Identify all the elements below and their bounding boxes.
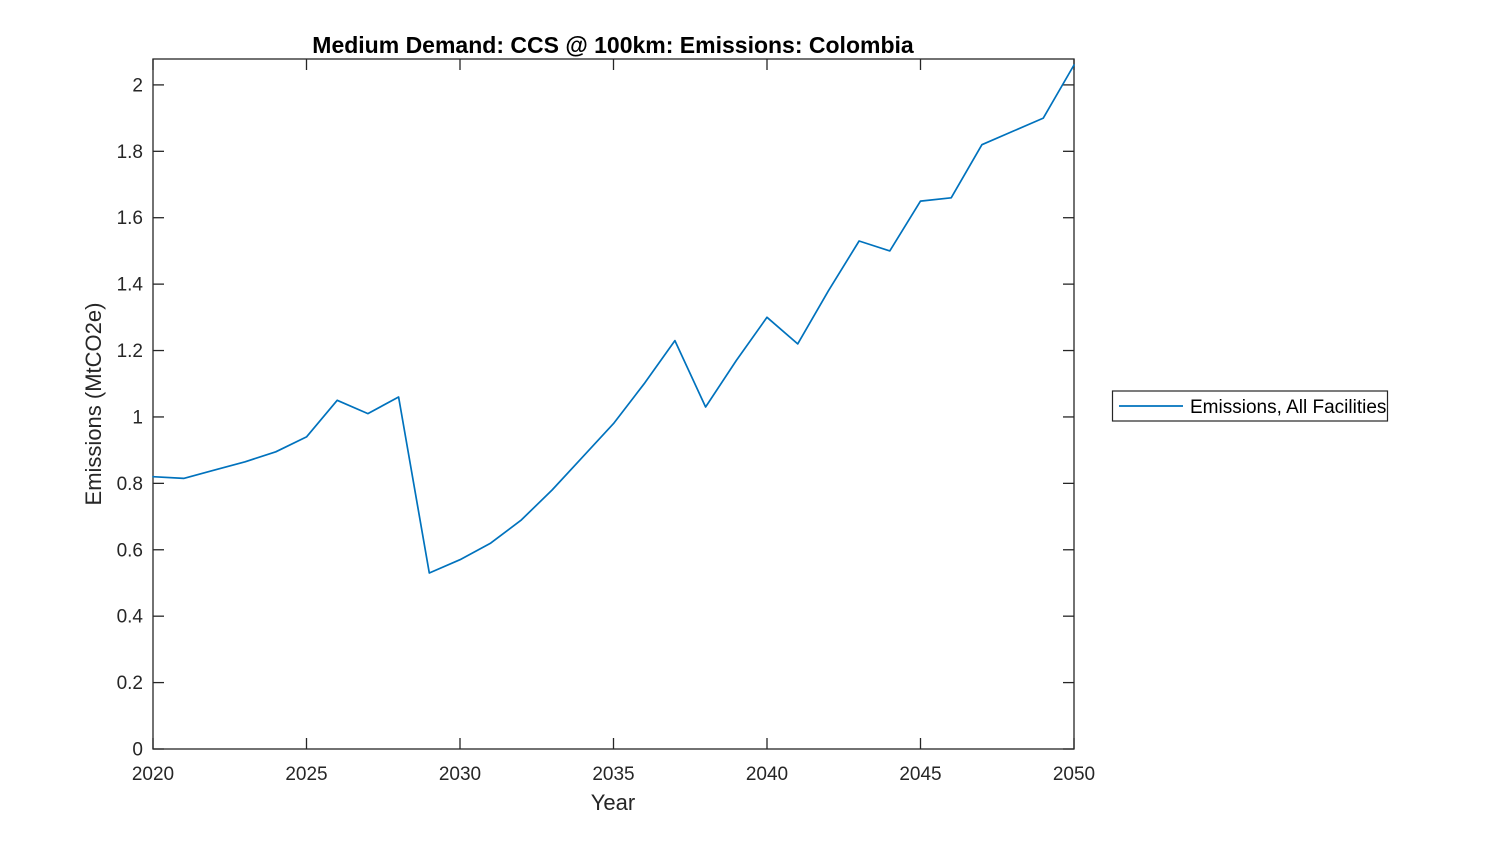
y-tick-label: 1.4	[117, 275, 144, 296]
y-tick-label: 1.8	[117, 142, 143, 163]
x-tick-label: 2040	[746, 764, 788, 785]
y-tick-label: 2	[132, 75, 143, 96]
x-tick-label: 2035	[592, 764, 634, 785]
plot-box	[152, 58, 1075, 750]
x-tick-labels: 2020 2025 2030 2035 2040 2045 2050	[132, 764, 1095, 785]
y-axis-label: Emissions (MtCO2e)	[81, 303, 106, 506]
y-tick-label: 0.6	[117, 540, 143, 561]
y-tick-label: 1.6	[117, 208, 143, 229]
y-tick-label: 1.2	[117, 341, 143, 362]
x-tick-label: 2050	[1053, 764, 1095, 785]
legend-label: Emissions, All Facilities	[1190, 397, 1386, 418]
y-tick-label: 0.2	[117, 673, 143, 694]
y-tick-labels: 0 0.2 0.4 0.6 0.8 1 1.2 1.4 1.6 1.8 2	[117, 75, 144, 760]
x-tick-label: 2045	[899, 764, 941, 785]
chart-title: Medium Demand: CCS @ 100km: Emissions: C…	[312, 32, 914, 58]
x-tick-label: 2020	[132, 764, 174, 785]
y-tick-label: 0.8	[117, 474, 143, 495]
y-tick-label: 0	[132, 740, 143, 761]
x-axis-label: Year	[591, 790, 635, 815]
x-tick-label: 2025	[285, 764, 327, 785]
y-tick-label: 1	[132, 407, 143, 428]
axis-ticks	[152, 59, 1075, 750]
x-tick-label: 2030	[439, 764, 481, 785]
legend: Emissions, All Facilities	[1111, 390, 1389, 422]
emissions-line	[152, 64, 1075, 574]
y-tick-label: 0.4	[117, 607, 144, 628]
